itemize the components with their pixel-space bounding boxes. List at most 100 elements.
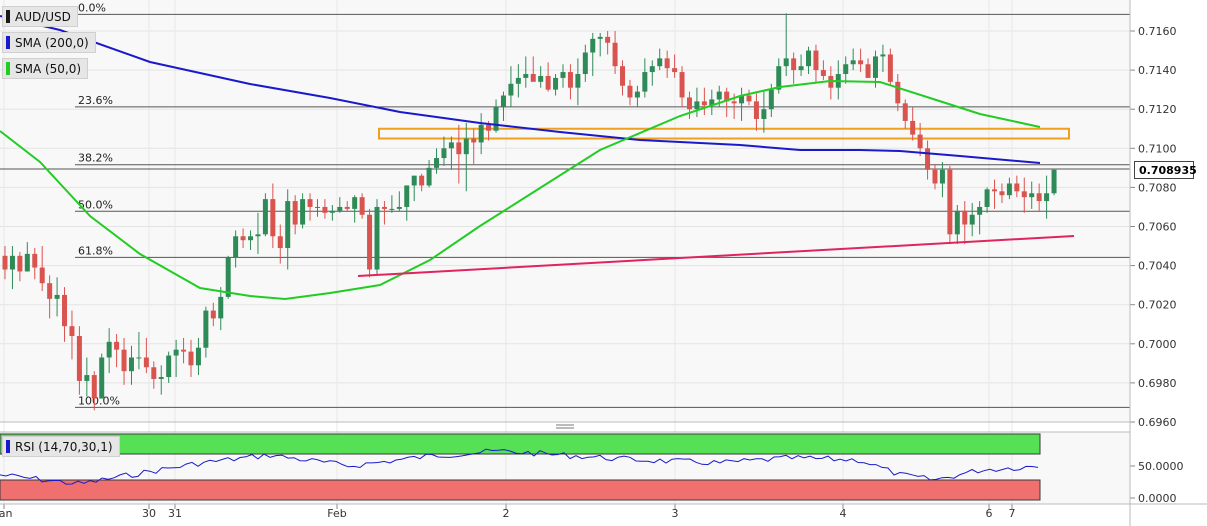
rsi-tick-label: 0.0000 [1138,492,1177,505]
candle-body [843,64,849,75]
candle [902,99,908,129]
sma200-legend[interactable]: SMA (200,0) [2,32,96,53]
candle [620,60,626,96]
candle-body [32,253,38,268]
candle [62,287,68,342]
candle [426,160,432,188]
candle [121,337,127,385]
candle [880,44,886,73]
candle-body [768,89,774,110]
fib-level-label: 61.8% [78,244,113,257]
candle-body [195,347,201,366]
price-axis[interactable]: 0.7160 0.7140 0.7120 0.7100 0.7080 0.7060 0.70… [1130,25,1177,429]
candle [307,193,313,221]
candle [441,136,447,166]
candle-body [210,310,216,319]
candle [99,353,105,399]
candle [686,91,692,119]
candle [597,32,603,57]
candle [605,31,611,55]
sma50-legend[interactable]: SMA (50,0) [2,58,89,79]
candle [143,337,149,374]
candle [508,66,514,108]
candle [910,107,916,141]
rsi-indicator: 50.0000 0.0000 [0,433,1184,505]
candle [329,204,335,221]
rsi-oversold-band [0,479,1041,501]
candle-body [9,255,15,270]
support-trendline-line [357,235,1075,277]
candle-body [969,214,975,225]
candle-body [411,175,417,186]
candle-body [620,66,626,86]
symbol-legend[interactable]: AUD/USD [2,6,78,27]
candle [285,189,291,270]
candle-body [664,58,670,69]
candle [969,203,975,237]
candle [954,204,960,245]
candle [820,60,826,80]
candle [314,199,320,217]
candle-body [1021,191,1027,198]
candle-body [69,326,75,336]
candle-body [76,335,82,381]
sma200-line [0,15,1041,164]
sma200-label: SMA (200,0) [15,36,89,50]
candle [173,339,179,378]
candle-body [188,351,194,366]
candle-body [225,257,231,297]
candle-body [999,191,1005,196]
candle [634,85,640,108]
candle-body [166,355,172,378]
candle [1051,169,1057,196]
candle [806,46,812,75]
candle-body [255,234,261,237]
candle [843,56,849,84]
rsi-legend[interactable]: RSI (14,70,30,1) [2,436,120,457]
candle [262,193,268,237]
candle-body [486,124,492,131]
candle [374,199,380,276]
candle-body [389,208,395,210]
support-trendline [357,235,1075,277]
candle [1036,183,1042,211]
candle-body [218,296,224,319]
candle [114,334,120,368]
candle-body [634,91,640,98]
y-tick-label: 0.6960 [1138,416,1177,429]
x-tick-label: 30 [142,507,156,520]
candle-body [605,36,611,43]
candle [664,50,670,78]
candle-body [337,206,343,211]
candle-body [954,210,960,235]
candle-body [54,294,60,299]
candle [292,195,298,235]
symbol-swatch [6,10,10,23]
candle-body [448,142,454,149]
candle [367,208,373,278]
candle [679,66,685,108]
candle [1014,175,1020,198]
fib-level-label: 100.0% [78,394,120,407]
resistance-zone [378,127,1070,140]
x-tick-label: 31 [168,507,182,520]
candle-body [344,206,350,209]
candle [76,326,82,395]
candle-body [679,72,685,98]
y-tick-label: 0.7160 [1138,25,1177,38]
candle-body [872,56,878,78]
candle-body [612,42,618,67]
candle-body [642,72,648,92]
candle-body [367,214,373,270]
time-axis[interactable]: Jan 30 31 Feb 2 3 4 6 7 [0,504,1016,520]
candle-body [248,236,254,241]
candle [999,183,1005,204]
rsi-swatch [6,440,10,453]
candle [300,193,306,229]
candle [575,58,581,106]
candle [17,251,23,282]
candle [553,74,559,96]
candle-body [314,206,320,208]
pane-resize-handle[interactable] [556,424,574,429]
